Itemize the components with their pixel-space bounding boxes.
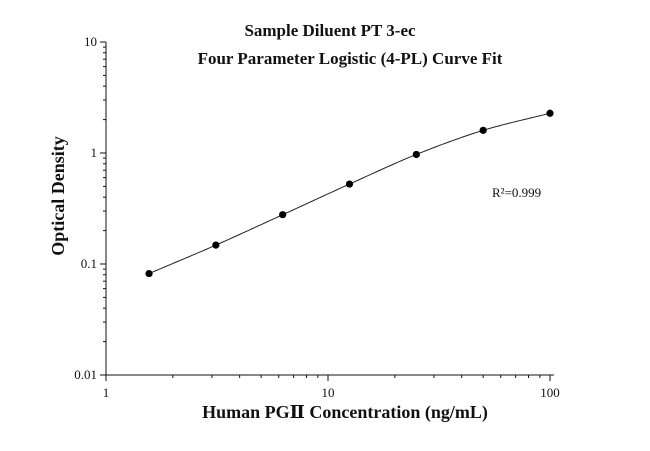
data-point — [279, 211, 287, 219]
r-squared-annotation: R²=0.999 — [492, 185, 541, 200]
data-points — [145, 109, 554, 278]
data-point — [546, 109, 554, 117]
data-point — [145, 269, 153, 278]
y-tick-label: 10 — [84, 34, 97, 49]
y-tick-label: 0.01 — [74, 367, 97, 382]
data-point — [479, 126, 487, 134]
axes — [105, 42, 554, 376]
x-tick-label: 1 — [103, 385, 110, 400]
y-tick-label: 1 — [91, 145, 98, 160]
chart-subtitle: Four Parameter Logistic (4-PL) Curve Fit — [198, 49, 503, 68]
tick-labels: 1 10 100 0.01 0.1 1 10 — [74, 34, 560, 400]
fit-curve — [148, 112, 551, 275]
data-point — [345, 180, 354, 188]
y-tick-label: 0.1 — [81, 256, 97, 271]
x-axis-title: Human PGⅡ Concentration (ng/mL) — [202, 402, 488, 423]
y-axis-title: Optical Density — [48, 136, 68, 256]
x-tick-label: 10 — [322, 385, 335, 400]
chart-title: Sample Diluent PT 3-ec — [244, 21, 416, 40]
data-point — [212, 241, 220, 249]
axis-ticks — [100, 41, 551, 381]
x-tick-label: 100 — [540, 385, 560, 400]
data-point — [412, 150, 420, 159]
